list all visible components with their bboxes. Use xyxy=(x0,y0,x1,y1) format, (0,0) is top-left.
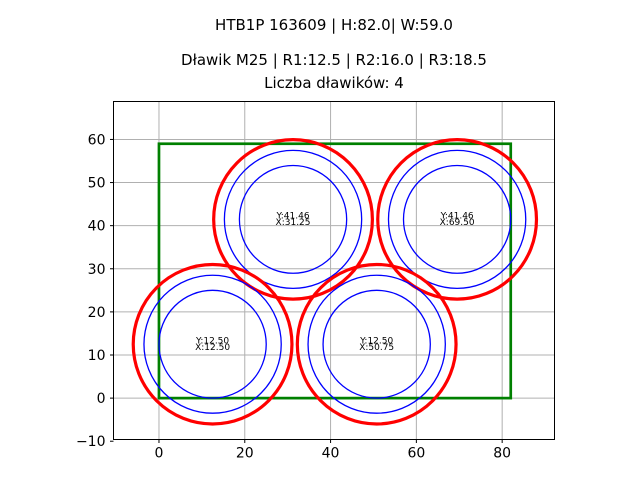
gland-circle-outer xyxy=(212,138,374,301)
gland-label: Y:12.50 X:50.75 xyxy=(359,336,394,353)
y-tick-label: 60 xyxy=(88,132,106,148)
gland-label-x: X:12.50 xyxy=(195,343,230,353)
y-tick-label: 30 xyxy=(88,262,106,278)
gland-circle-mid xyxy=(307,274,446,414)
gland-label-y: Y:12.50 xyxy=(359,336,393,346)
gland-spec-subtitle: Dławik M25 | R1:12.5 | R2:16.0 | R3:18.5 xyxy=(181,51,487,69)
y-tick-label: 20 xyxy=(88,305,106,321)
gland-label-x: X:31.25 xyxy=(276,218,311,228)
y-tick-label: 10 xyxy=(88,348,106,364)
gland-circle-mid xyxy=(223,149,363,289)
gland-count-label: Liczba dławików: 4 xyxy=(264,74,404,92)
x-tick-label: 20 xyxy=(236,446,254,462)
gland-circle-mid xyxy=(143,274,282,414)
y-tick-label: 0 xyxy=(97,391,106,407)
x-tick-label: 0 xyxy=(155,446,164,462)
gland-circle-inner xyxy=(402,164,512,274)
gland-circle-outer xyxy=(295,262,458,426)
gland-circle-outer xyxy=(131,262,294,426)
gland-label-y: Y:41.46 xyxy=(440,212,474,222)
gland-circle-mid xyxy=(387,149,527,289)
gland-label-x: X:69.50 xyxy=(440,218,475,228)
y-tick-label: −10 xyxy=(76,434,106,450)
gland-label: Y:12.50 X:12.50 xyxy=(195,336,230,353)
gland-label-y: Y:12.50 xyxy=(195,336,229,346)
enclosure-rect xyxy=(157,142,513,400)
figure-title: HTB1P 163609 | H:82.0| W:59.0 xyxy=(215,16,453,34)
gland-label-y: Y:41.46 xyxy=(275,212,309,222)
gland-circle-inner xyxy=(158,289,267,399)
gland-circle-outer xyxy=(376,138,539,301)
y-tick-label: 50 xyxy=(88,176,106,192)
x-tick-label: 80 xyxy=(493,446,511,462)
gland-label: Y:41.46 X:69.50 xyxy=(440,212,475,229)
y-tick-label: 40 xyxy=(88,219,106,235)
gland-circle-inner xyxy=(322,289,431,399)
gland-circle-inner xyxy=(238,164,348,274)
x-tick-label: 60 xyxy=(407,446,425,462)
plot-border xyxy=(113,101,555,440)
gland-label-x: X:50.75 xyxy=(359,343,394,353)
x-tick-label: 40 xyxy=(322,446,340,462)
gland-label: Y:41.46 X:31.25 xyxy=(275,212,310,229)
